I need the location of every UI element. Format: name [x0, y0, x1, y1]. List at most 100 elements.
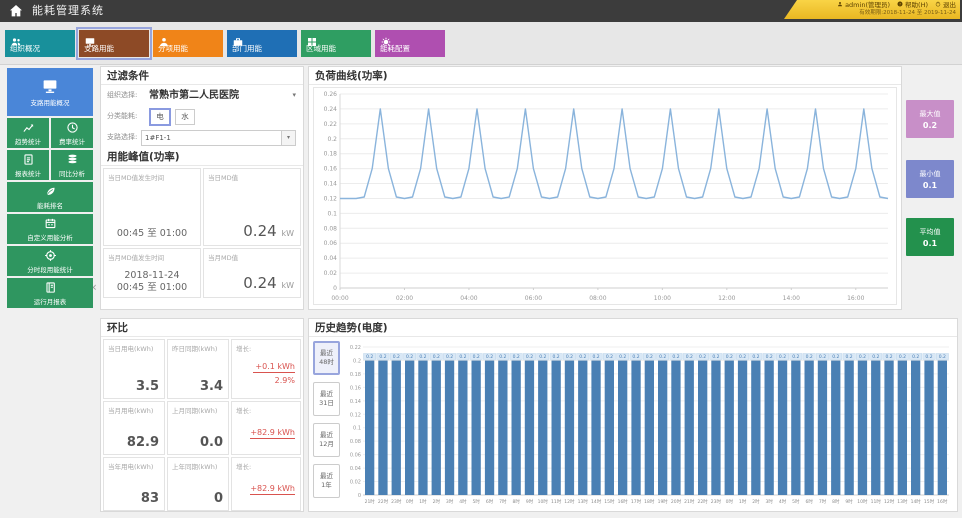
svg-text:0.2: 0.2 [792, 354, 799, 360]
svg-text:9时: 9时 [845, 498, 853, 505]
sidebar-item-custom-analysis[interactable]: 自定义用能分析 [7, 214, 93, 244]
svg-text:6时: 6时 [486, 498, 494, 505]
svg-text:11时: 11时 [871, 498, 882, 505]
svg-text:0.2: 0.2 [712, 354, 719, 360]
nav-department-energy[interactable]: 部门用能 [227, 30, 297, 57]
svg-text:0.2: 0.2 [939, 354, 946, 360]
svg-text:0.2: 0.2 [726, 354, 733, 360]
stat-max: 最大值 0.2 [906, 100, 954, 138]
book-icon [44, 281, 57, 294]
range-12m-button[interactable]: 最近 12月 [313, 423, 340, 457]
svg-text:0.2: 0.2 [925, 354, 932, 360]
nav-branch-energy[interactable]: 支路用能 [76, 27, 152, 60]
license-ribbon: admin(管理员) ? 帮助(H) 退出 有效期限:2018-11-24 至 2… [784, 0, 960, 19]
sidebar-item-yoy-analysis[interactable]: 同比分析 [51, 150, 93, 180]
sidebar-item-branch-overview[interactable]: 支路用能概况 [7, 68, 93, 116]
svg-text:0.2: 0.2 [579, 354, 586, 360]
svg-text:0.2: 0.2 [766, 354, 773, 360]
sidebar-item-monthly-report[interactable]: 运行月报表 [7, 278, 93, 308]
range-1y-button[interactable]: 最近 1年 [313, 464, 340, 498]
md-card-monthly-time: 当月MD值发生时间 2018-11-24 00:45 至 01:00 [103, 248, 201, 298]
peak-title: 用能峰值(功率) [101, 148, 303, 166]
license-notice: 有效期限:2018-11-24 至 2019-11-24 [859, 10, 956, 16]
svg-text:7时: 7时 [499, 498, 507, 505]
sidebar: 支路用能概况 趋势统计 费率统计 报表统计 同比分析 能耗排名 自定义用能分析 … [7, 68, 93, 310]
svg-text:3时: 3时 [446, 498, 454, 505]
svg-text:0.08: 0.08 [324, 225, 338, 232]
svg-text:0.06: 0.06 [324, 240, 338, 247]
svg-text:0.2: 0.2 [619, 354, 626, 360]
stats-column: 最大值 0.2 最小值 0.1 平均值 0.1 [906, 66, 956, 310]
svg-text:0.04: 0.04 [350, 466, 361, 472]
nav-energy-config[interactable]: 能耗配置 [375, 30, 445, 57]
svg-text:0: 0 [358, 493, 361, 499]
sidebar-item-tariff-stats[interactable]: 费率统计 [51, 118, 93, 148]
home-icon[interactable] [8, 3, 24, 19]
help-link[interactable]: ? 帮助(H) [897, 1, 928, 9]
svg-text:0.2: 0.2 [779, 354, 786, 360]
svg-text:21时: 21时 [365, 498, 376, 505]
hb-year-growth: 增长: +82.9 kWh [231, 457, 301, 511]
svg-text:10:00: 10:00 [654, 295, 671, 302]
svg-text:16时: 16时 [618, 498, 629, 505]
range-31d-button[interactable]: 最近 31日 [313, 382, 340, 416]
hb-year-current: 当年用电(kWh) 83 [103, 457, 165, 511]
energy-type-water-button[interactable]: 水 [175, 109, 195, 125]
svg-text:0.2: 0.2 [526, 354, 533, 360]
branch-select[interactable]: 1#F1-1 ▾ [141, 130, 296, 146]
svg-text:0.18: 0.18 [350, 372, 361, 378]
app-title: 能耗管理系统 [32, 4, 104, 17]
svg-text:3时: 3时 [766, 498, 774, 505]
hb-month-growth: 增长: +82.9 kWh [231, 401, 301, 455]
svg-text:0.2: 0.2 [486, 354, 493, 360]
svg-text:9时: 9时 [526, 498, 534, 505]
svg-text:0.2: 0.2 [446, 354, 453, 360]
hb-day-current: 当日用电(kWh) 3.5 [103, 339, 165, 399]
stat-avg: 平均值 0.1 [906, 218, 954, 256]
sidebar-collapse-arrow[interactable]: ‹ [92, 280, 97, 294]
svg-text:0.2: 0.2 [846, 354, 853, 360]
svg-text:0.2: 0.2 [327, 136, 337, 143]
svg-text:0.16: 0.16 [324, 166, 338, 173]
energy-type-electric-button[interactable]: 电 [149, 108, 171, 126]
history-trend-chart: 0 0.02 0.04 0.06 0.08 0.1 0.12 0.14 0.16 0.18 0.2 0… [345, 339, 951, 507]
svg-text:7时: 7时 [819, 498, 827, 505]
svg-text:13时: 13时 [897, 498, 908, 505]
sidebar-item-report-stats[interactable]: 报表统计 [7, 150, 49, 180]
nav-region-energy[interactable]: 区域用能 [301, 30, 371, 57]
svg-text:22时: 22时 [697, 498, 708, 505]
md-monthly-kw: 0.24 [243, 274, 277, 292]
svg-text:0.24: 0.24 [324, 106, 338, 113]
svg-text:8时: 8时 [832, 498, 840, 505]
svg-text:0.2: 0.2 [832, 354, 839, 360]
logout-link[interactable]: 退出 [935, 1, 956, 9]
monitor-icon [41, 77, 59, 95]
nav-category-energy[interactable]: 分项用能 [153, 30, 223, 57]
svg-text:19时: 19时 [658, 498, 669, 505]
nav-org-overview[interactable]: 组织概况 [5, 30, 75, 57]
sidebar-item-energy-ranking[interactable]: 能耗排名 [7, 182, 93, 212]
chevron-down-icon[interactable]: ▾ [292, 91, 296, 99]
trend-icon [22, 121, 35, 134]
svg-text:0.2: 0.2 [912, 354, 919, 360]
svg-text:0.22: 0.22 [350, 345, 361, 351]
branch-select-label: 支路选择: [107, 133, 138, 141]
hb-day-previous: 昨日同期(kWh) 3.4 [167, 339, 229, 399]
md-daily-kw: 0.24 [243, 222, 277, 240]
range-48h-button[interactable]: 最近 48时 [313, 341, 340, 375]
svg-text:0.2: 0.2 [752, 354, 759, 360]
user-name: admin(管理员) [845, 1, 891, 9]
svg-text:18时: 18时 [644, 498, 655, 505]
svg-text:0.2: 0.2 [353, 358, 361, 364]
svg-text:5时: 5时 [473, 498, 481, 505]
svg-text:0时: 0时 [726, 498, 734, 505]
branch-select-value: 1#F1-1 [145, 134, 171, 142]
sidebar-item-trend-stats[interactable]: 趋势统计 [7, 118, 49, 148]
svg-text:16:00: 16:00 [847, 295, 864, 302]
org-select-value[interactable]: 常熟市第二人民医院 [149, 90, 239, 101]
svg-text:0.18: 0.18 [324, 151, 338, 158]
calendar-icon [44, 217, 57, 230]
svg-text:0.2: 0.2 [806, 354, 813, 360]
sidebar-item-timeband-stats[interactable]: 分时段用能统计 [7, 246, 93, 276]
user-menu[interactable]: admin(管理员) [837, 1, 890, 9]
